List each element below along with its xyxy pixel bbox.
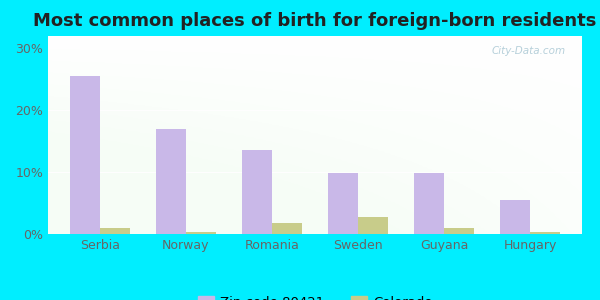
Title: Most common places of birth for foreign-born residents: Most common places of birth for foreign-… xyxy=(34,12,596,30)
Bar xyxy=(530,232,560,234)
Text: City-Data.com: City-Data.com xyxy=(492,46,566,56)
Bar xyxy=(444,228,475,234)
Bar xyxy=(100,228,130,234)
Bar xyxy=(358,217,388,234)
Bar xyxy=(500,200,530,234)
Bar xyxy=(155,129,186,234)
Bar xyxy=(272,223,302,234)
Bar xyxy=(328,173,358,234)
Legend: Zip code 80421, Colorado: Zip code 80421, Colorado xyxy=(192,291,438,300)
Bar xyxy=(70,76,100,234)
Bar xyxy=(414,173,444,234)
Bar xyxy=(186,232,216,234)
Bar xyxy=(242,151,272,234)
